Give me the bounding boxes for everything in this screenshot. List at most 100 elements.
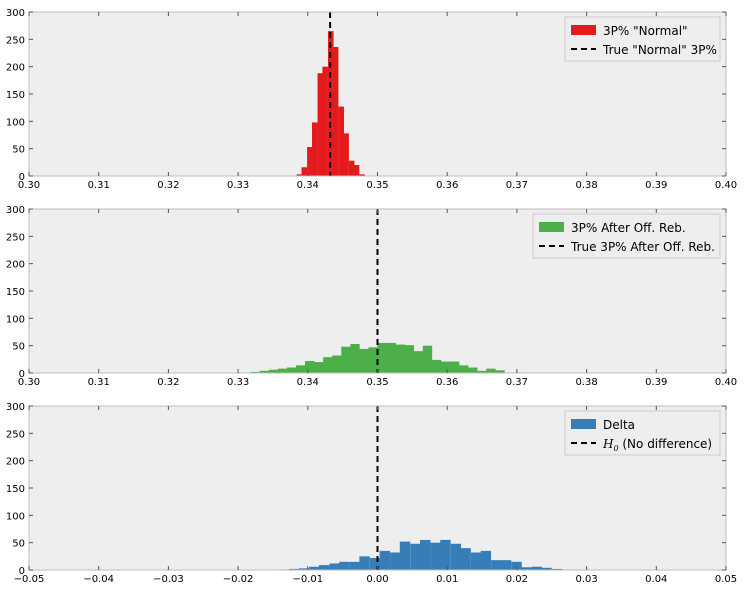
histogram-bar	[450, 543, 462, 570]
x-tick-label: 0.35	[366, 377, 388, 388]
legend-box	[564, 410, 721, 456]
y-tick-label: 200	[6, 260, 25, 271]
histogram-bar	[379, 550, 390, 570]
x-tick-label: 0.33	[227, 180, 249, 191]
x-tick-label: 0.38	[575, 377, 597, 388]
x-tick-label: 0.31	[88, 180, 110, 191]
histogram-bar	[343, 133, 349, 176]
histogram-bar	[420, 539, 431, 570]
y-tick-label: 200	[6, 457, 25, 468]
histogram-bar	[431, 359, 442, 373]
histogram-bar	[338, 106, 344, 176]
histogram-bar	[368, 347, 378, 373]
histogram-bar	[359, 348, 369, 373]
histogram-bar	[395, 344, 405, 373]
histogram-bar	[449, 361, 460, 373]
histogram-bar	[531, 566, 542, 570]
histogram-bar	[500, 560, 512, 570]
y-tick-label: 150	[6, 90, 25, 101]
histogram-bar	[307, 147, 313, 176]
histogram-bar	[422, 345, 433, 373]
legend-swatch	[571, 419, 596, 429]
x-tick-label: 0.36	[436, 180, 458, 191]
histogram-bar	[250, 371, 261, 373]
y-tick-label: 150	[6, 287, 25, 298]
histogram-bar	[359, 174, 365, 176]
legend-label-reference: True 3P% After Off. Reb.	[570, 240, 715, 254]
histogram-bar	[309, 566, 320, 570]
histogram-bar	[286, 367, 297, 373]
x-tick-label: 0.32	[157, 180, 179, 191]
histogram-bar	[301, 167, 308, 176]
histogram-bar	[359, 556, 370, 570]
histogram-bar	[480, 550, 492, 570]
histogram-bar	[551, 568, 563, 570]
histogram-bar	[349, 561, 361, 570]
histogram-bar	[277, 368, 288, 373]
x-tick-label: −0.03	[153, 574, 184, 585]
histogram-bar	[430, 542, 441, 570]
histogram-bar	[511, 561, 522, 570]
histogram-panel-2: 0.30 0.31 0.32 0.33 0.34 0.35 0.36 0.37 0.38 0.39…	[6, 205, 737, 388]
histogram-bar	[322, 66, 328, 176]
y-tick-label: 150	[6, 484, 25, 495]
histogram-bar	[521, 567, 532, 570]
x-tick-label: 0.02	[506, 574, 528, 585]
legend-label-series: 3P% After Off. Reb.	[571, 221, 686, 235]
histogram-bar	[288, 568, 300, 570]
histogram-bar	[314, 362, 324, 373]
y-tick-label: 50	[12, 145, 25, 156]
histogram-panel-1: 0.30 0.31 0.32 0.33 0.34 0.35 0.36 0.37 0.38 0.39…	[6, 8, 737, 191]
histogram-bar	[353, 165, 360, 176]
y-tick-label: 100	[6, 511, 25, 522]
x-tick-label: 0.40	[715, 377, 737, 388]
histogram-bar	[341, 346, 351, 373]
histogram-bar	[268, 369, 279, 373]
x-tick-label: 0.30	[18, 180, 40, 191]
y-tick-label: 100	[6, 314, 25, 325]
histogram-bar	[369, 557, 381, 570]
y-tick-label: 100	[6, 117, 25, 128]
x-tick-label: 0.34	[297, 180, 319, 191]
y-tick-label: 300	[6, 402, 25, 413]
legend-label-series: 3P% "Normal"	[603, 24, 688, 38]
x-tick-label: 0.34	[297, 377, 319, 388]
histogram-bar	[404, 345, 415, 373]
legend-swatch	[571, 25, 596, 35]
x-tick-label: 0.40	[715, 180, 737, 191]
histogram-bar	[440, 361, 451, 373]
histogram-bar	[459, 365, 469, 373]
histogram-bar	[390, 552, 401, 570]
x-tick-label: 0.35	[366, 180, 388, 191]
y-tick-label: 300	[6, 205, 25, 216]
y-tick-label: 0	[19, 172, 25, 183]
histogram-bar	[317, 73, 324, 176]
histogram-bar	[413, 351, 424, 373]
histogram-bar	[486, 368, 496, 373]
x-tick-label: −0.01	[292, 574, 323, 585]
histogram-bar	[440, 539, 451, 570]
y-tick-label: 300	[6, 8, 25, 19]
histogram-bar	[311, 122, 318, 176]
histogram-bar	[491, 560, 502, 570]
legend-box	[564, 16, 721, 62]
histogram-bar	[460, 548, 471, 570]
histogram-bar	[477, 370, 487, 373]
legend-box	[532, 213, 721, 259]
histogram-bar	[470, 552, 482, 570]
histogram-bar	[410, 543, 421, 570]
x-tick-label: 0.05	[715, 574, 737, 585]
x-tick-label: 0.39	[645, 180, 667, 191]
y-tick-label: 250	[6, 232, 25, 243]
y-tick-label: 50	[12, 539, 25, 550]
y-tick-label: 0	[19, 566, 25, 577]
histogram-bar	[318, 565, 330, 570]
x-tick-label: 0.31	[88, 377, 110, 388]
histogram-bar	[339, 561, 350, 570]
x-tick-label: 0.01	[436, 574, 458, 585]
x-tick-label: 0.30	[18, 377, 40, 388]
histogram-bar	[323, 357, 333, 373]
legend-label-series: Delta	[603, 418, 635, 432]
x-tick-label: −0.04	[83, 574, 114, 585]
